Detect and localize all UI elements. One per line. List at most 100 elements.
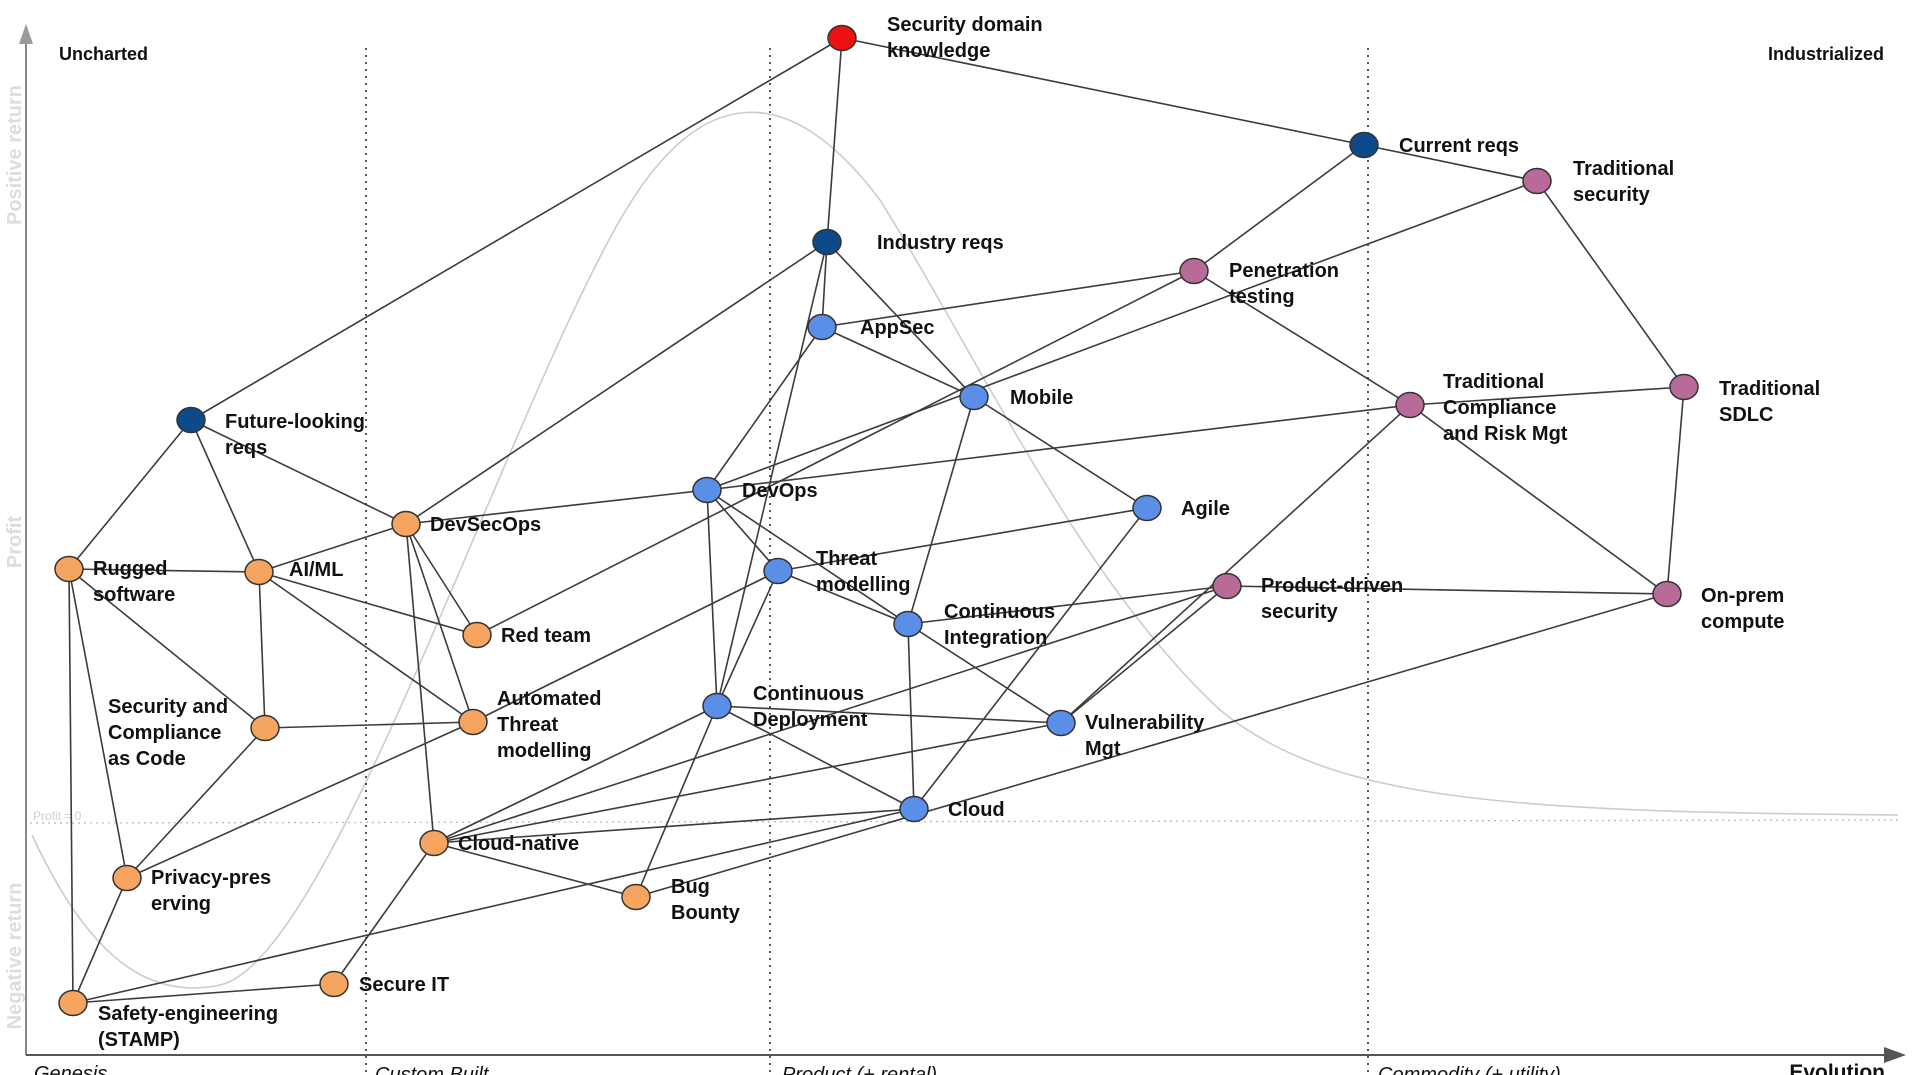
edge-devops-to-continuous-deployment — [706, 489, 718, 707]
node-label-line: Traditional — [1443, 371, 1544, 393]
node-label-rugged-software: Rugged software — [93, 558, 175, 606]
node-marker-automated-threat-modelling — [458, 708, 488, 736]
edge-continuous-integration-to-vulnerability-mgt — [907, 623, 1062, 724]
edge-continuous-integration-to-cloud — [907, 623, 915, 810]
edge-cloud-native-to-secure-it — [333, 842, 435, 985]
node-security-compliance-as-code: Security and Compliance as Code — [108, 696, 280, 770]
node-bug-bounty: Bug Bounty — [621, 876, 741, 924]
node-label-line: software — [93, 584, 175, 606]
node-traditional-security: Traditional security — [1522, 158, 1674, 206]
edge-ai-ml-to-red-team — [258, 571, 478, 636]
node-label-vulnerability-mgt: Vulnerability Mgt — [1085, 712, 1205, 760]
edge-cloud-to-safety-engineering — [72, 808, 915, 1004]
edge-security-compliance-as-code-to-automated-threat-modelling — [264, 721, 474, 729]
edge-privacy-preserving-to-safety-engineering — [72, 877, 128, 1004]
node-label-line: SDLC — [1719, 404, 1773, 426]
node-mobile: Mobile — [959, 383, 1073, 411]
stage-label-product: Product (+ rental) — [782, 1064, 937, 1075]
node-label-traditional-sdlc: Traditional SDLC — [1719, 378, 1820, 426]
node-continuous-integration: Continuous Integration — [893, 601, 1055, 649]
node-label-line: Secure IT — [359, 974, 449, 996]
node-label-line: Product-driven — [1261, 575, 1403, 597]
node-label-line: Cloud — [948, 799, 1005, 821]
edge-rugged-software-to-privacy-preserving — [68, 568, 128, 879]
node-industry-reqs: Industry reqs — [812, 228, 1004, 256]
node-label-line: Agile — [1181, 498, 1230, 520]
edge-cloud-to-cloud-native — [433, 808, 915, 844]
node-agile: Agile — [1132, 494, 1230, 522]
node-label-line: Threat — [816, 548, 877, 570]
edge-current-reqs-to-penetration-testing — [1193, 144, 1365, 272]
edge-product-driven-security-to-on-prem-compute — [1226, 585, 1668, 595]
edge-industry-reqs-to-mobile — [826, 241, 975, 398]
edge-product-driven-security-to-vulnerability-mgt — [1060, 585, 1228, 724]
edge-continuous-deployment-to-cloud — [716, 705, 915, 810]
node-label-line: AppSec — [860, 317, 934, 339]
edge-devops-to-continuous-integration — [706, 489, 909, 625]
node-label-devops: DevOps — [742, 480, 818, 502]
edge-future-looking-reqs-to-rugged-software — [68, 419, 192, 570]
node-label-line: Traditional — [1719, 378, 1820, 400]
edge-automated-threat-modelling-to-privacy-preserving — [126, 721, 474, 879]
edge-continuous-deployment-to-cloud-native — [433, 705, 718, 844]
y-label-profit: Profit — [4, 516, 26, 569]
node-appsec: AppSec — [807, 313, 934, 341]
node-label-line: Threat — [497, 714, 558, 736]
node-marker-agile — [1132, 494, 1162, 522]
node-label-continuous-deployment: Continuous Deployment — [753, 683, 868, 731]
node-label-line: Penetration — [1229, 260, 1339, 282]
edge-penetration-testing-to-traditional-compliance — [1193, 270, 1411, 406]
node-label-line: Safety-engineering — [98, 1003, 278, 1025]
edge-devops-to-threat-modelling — [706, 489, 779, 572]
edge-traditional-sdlc-to-on-prem-compute — [1666, 386, 1685, 595]
edge-devsecops-to-cloud-native — [405, 523, 435, 844]
node-label-line: security — [1573, 184, 1651, 206]
node-label-line: Bounty — [671, 902, 741, 924]
y-axis-arrow — [19, 24, 33, 44]
edge-mobile-to-agile — [973, 396, 1148, 509]
node-marker-future-looking-reqs — [176, 406, 206, 434]
edge-ai-ml-to-automated-threat-modelling — [258, 571, 474, 723]
node-label-security-domain-knowledge: Security domain knowledge — [887, 14, 1043, 62]
edge-secure-it-to-safety-engineering — [72, 983, 335, 1004]
node-label-product-driven-security: Product-driven security — [1261, 575, 1403, 623]
node-label-line: Privacy-pres — [151, 867, 271, 889]
node-marker-industry-reqs — [812, 228, 842, 256]
node-label-line: Security domain — [887, 14, 1043, 36]
edge-future-looking-reqs-to-ai-ml — [190, 419, 260, 573]
node-label-line: Integration — [944, 627, 1047, 649]
edge-appsec-to-devops — [706, 326, 823, 491]
node-automated-threat-modelling: Automated Threat modelling — [458, 688, 601, 762]
node-marker-devops — [692, 476, 722, 504]
node-marker-continuous-deployment — [702, 692, 732, 720]
edge-security-domain-knowledge-to-future-looking-reqs — [190, 37, 843, 421]
node-label-line: DevSecOps — [430, 514, 541, 536]
x-axis-arrow — [1884, 1047, 1906, 1063]
node-label-cloud-native: Cloud-native — [458, 833, 579, 855]
edge-product-driven-security-to-cloud-native — [433, 585, 1228, 844]
node-label-current-reqs: Current reqs — [1399, 135, 1519, 157]
node-label-line: Vulnerability — [1085, 712, 1205, 734]
node-label-continuous-integration: Continuous Integration — [944, 601, 1055, 649]
node-label-automated-threat-modelling: Automated Threat modelling — [497, 688, 601, 762]
node-devsecops: DevSecOps — [391, 510, 541, 538]
stage-label-commodity: Commodity (+ utility) — [1378, 1064, 1561, 1075]
edge-continuous-deployment-to-bug-bounty — [635, 705, 718, 898]
edge-devsecops-to-automated-threat-modelling — [405, 523, 474, 723]
node-label-line: reqs — [225, 437, 267, 459]
edge-future-looking-reqs-to-devsecops — [190, 419, 407, 525]
edge-devsecops-to-ai-ml — [258, 523, 407, 573]
axis-label-evolution: Evolution — [1789, 1061, 1885, 1075]
node-label-line: modelling — [497, 740, 591, 762]
node-label-devsecops: DevSecOps — [430, 514, 541, 536]
node-marker-privacy-preserving — [112, 864, 142, 892]
node-marker-rugged-software — [54, 555, 84, 583]
node-label-line: knowledge — [887, 40, 990, 62]
node-label-line: as Code — [108, 748, 186, 770]
edge-devsecops-to-red-team — [405, 523, 478, 636]
node-marker-vulnerability-mgt — [1046, 709, 1076, 737]
corner-label-uncharted: Uncharted — [59, 44, 148, 64]
node-penetration-testing: Penetration testing — [1179, 257, 1339, 308]
node-label-line: (STAMP) — [98, 1029, 180, 1051]
